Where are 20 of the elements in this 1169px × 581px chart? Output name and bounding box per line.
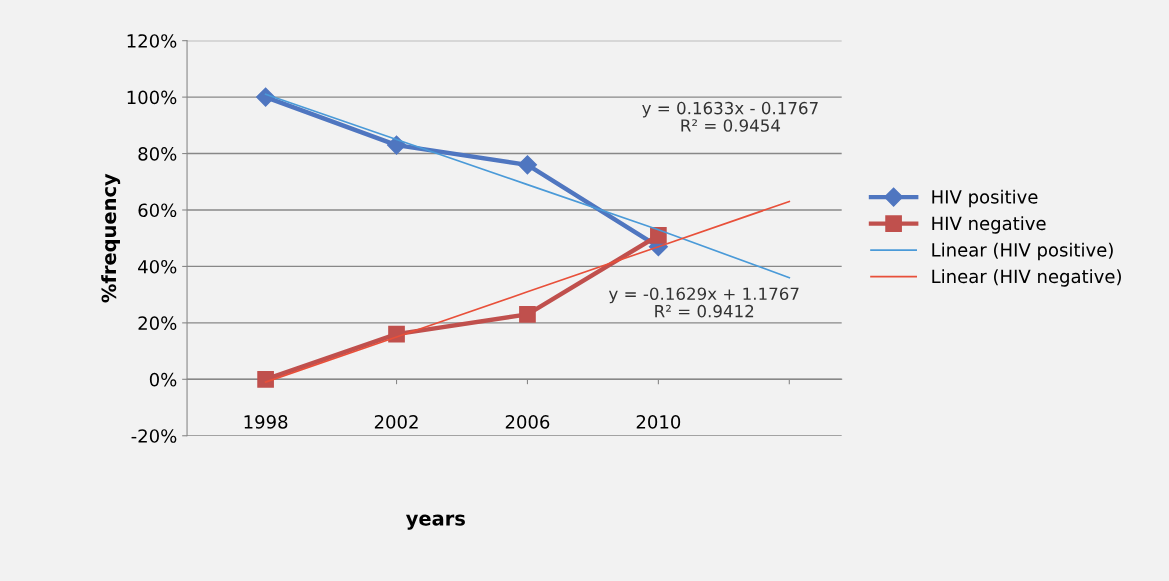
- legend-label: HIV negative: [932, 216, 1046, 234]
- annotation: y = 0.1633x - 0.1767 R² = 0.9454: [642, 101, 818, 132]
- y-tick-label: 0%: [149, 372, 177, 387]
- y-tick-label: 80%: [138, 147, 177, 161]
- annotation: y = -0.1629x + 1.1767 R² = 0.9412: [608, 287, 799, 318]
- x-tick-label: 2002: [374, 415, 418, 429]
- y-axis-title: %frequency: [101, 173, 121, 303]
- x-axis-title: years: [405, 514, 465, 530]
- x-tick-label: 2006: [505, 415, 550, 429]
- legend-label: Linear (HIV negative): [932, 269, 1121, 287]
- y-tick-label: 60%: [138, 203, 177, 218]
- x-tick-label: 1998: [244, 415, 288, 429]
- x-tick-label: 2010: [636, 415, 681, 429]
- y-tick-label: 120%: [127, 34, 177, 48]
- y-tick-label: -20%: [131, 429, 177, 443]
- y-tick-label: 40%: [138, 259, 177, 274]
- legend-label: Linear (HIV positive): [932, 242, 1113, 261]
- y-tick-label: 100%: [127, 90, 177, 105]
- legend-label: HIV positive: [932, 189, 1038, 208]
- y-tick-label: 20%: [138, 316, 177, 330]
